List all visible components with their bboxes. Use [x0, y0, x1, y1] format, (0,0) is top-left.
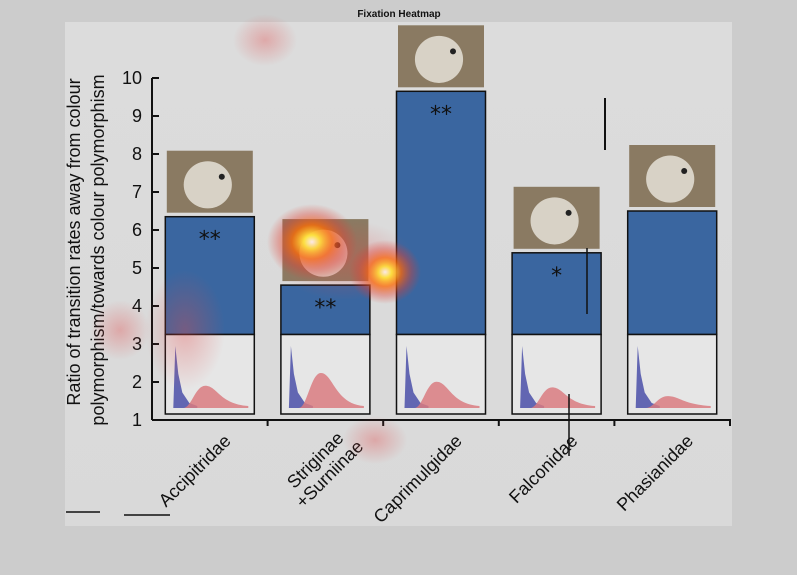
heat-blob-diffuse: [343, 416, 407, 464]
y-axis-label-line1: Ratio of transition rates away from colo…: [64, 78, 84, 405]
y-axis-label-line2: polymorphism/towards colour polymorphism: [88, 74, 108, 425]
heat-blob-diffuse: [145, 270, 225, 390]
y-tick-label: 6: [132, 220, 142, 240]
heat-blob-diffuse: [90, 300, 150, 360]
density-series-1: [645, 396, 711, 408]
bird-photo: [513, 186, 600, 249]
y-axis: 12345678910: [122, 68, 159, 430]
bird-photo: [629, 145, 716, 207]
y-tick-label: 8: [132, 144, 142, 164]
bar-4: [626, 210, 718, 336]
y-tick-label: 9: [132, 106, 142, 126]
heat-blob-diffuse: [233, 14, 297, 66]
density-series-0: [404, 345, 429, 408]
heat-blob-diffuse: [275, 220, 415, 300]
y-tick-label: 10: [122, 68, 142, 88]
significance-label: **: [314, 296, 336, 321]
significance-label: *: [551, 264, 562, 289]
density-series-0: [288, 345, 313, 408]
density-series-1: [298, 373, 364, 408]
bar-2: [395, 90, 487, 336]
density-series-0: [173, 345, 198, 408]
significance-label: **: [430, 102, 452, 127]
y-tick-label: 2: [132, 372, 142, 392]
heatmap-overlay: [90, 14, 421, 464]
density-series-0: [635, 345, 660, 408]
significance-label: **: [199, 228, 221, 253]
y-tick-label: 7: [132, 182, 142, 202]
y-tick-label: 1: [132, 410, 142, 430]
y-tick-label: 5: [132, 258, 142, 278]
artifact-lines: [66, 98, 606, 516]
density-series-0: [520, 345, 545, 408]
figure-title: Fixation Heatmap: [357, 9, 440, 20]
density-series-1: [183, 385, 249, 408]
bird-photo: [166, 150, 253, 213]
density-series-1: [414, 381, 480, 408]
bird-photo: [398, 25, 484, 88]
density-series-1: [530, 387, 596, 408]
